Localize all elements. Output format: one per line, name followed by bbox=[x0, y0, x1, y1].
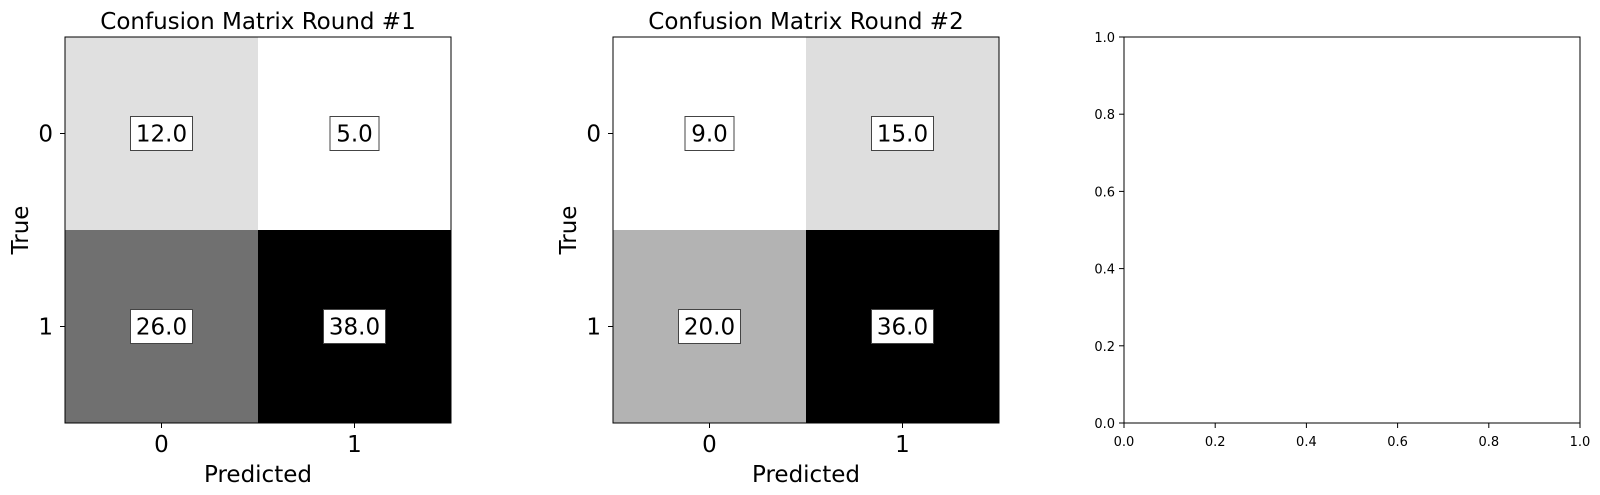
svg-text:26.0: 26.0 bbox=[136, 315, 187, 341]
svg-text:15.0: 15.0 bbox=[877, 122, 928, 148]
cell-value-label: 12.0 bbox=[130, 116, 193, 151]
svg-text:20.0: 20.0 bbox=[684, 315, 735, 341]
x-tick-label: 1 bbox=[347, 432, 362, 458]
x-tick-label: 0.2 bbox=[1205, 435, 1226, 450]
cell-value-label: 9.0 bbox=[684, 116, 735, 151]
x-tick-label: 0 bbox=[154, 432, 169, 458]
svg-text:38.0: 38.0 bbox=[329, 315, 380, 341]
y-tick-label: 0.6 bbox=[1094, 185, 1115, 200]
x-axis-label: Predicted bbox=[204, 462, 312, 488]
x-tick-label: 1 bbox=[895, 432, 910, 458]
x-tick-label: 0 bbox=[702, 432, 717, 458]
cell-value-label: 15.0 bbox=[871, 116, 934, 151]
chart-title: Confusion Matrix Round #2 bbox=[648, 9, 963, 35]
y-axis-label: True bbox=[8, 206, 34, 256]
y-axis-label: True bbox=[556, 206, 582, 256]
x-tick-label: 0.8 bbox=[1478, 435, 1499, 450]
cell-value-label: 38.0 bbox=[323, 309, 386, 344]
y-tick-label: 0.0 bbox=[1094, 417, 1115, 432]
y-tick-label: 1 bbox=[586, 315, 601, 341]
y-tick-label: 0.8 bbox=[1094, 108, 1115, 123]
x-tick-label: 0.0 bbox=[1114, 435, 1135, 450]
svg-text:36.0: 36.0 bbox=[877, 315, 928, 341]
confusion-matrix-round-2: 9.0 15.0 20.0 36.0 0 1 0 1 Confusion Matrix Ro… bbox=[556, 9, 1000, 488]
chart-title: Confusion Matrix Round #1 bbox=[100, 9, 415, 35]
y-tick-label: 1.0 bbox=[1094, 31, 1115, 46]
y-tick-label: 0.2 bbox=[1094, 340, 1115, 355]
cell-value-label: 5.0 bbox=[329, 116, 380, 151]
x-tick-label: 1.0 bbox=[1570, 435, 1591, 450]
x-axis-label: Predicted bbox=[752, 462, 860, 488]
y-tick-label: 0.4 bbox=[1094, 263, 1115, 278]
svg-text:5.0: 5.0 bbox=[336, 122, 373, 148]
svg-text:12.0: 12.0 bbox=[136, 122, 187, 148]
cell-value-label: 36.0 bbox=[871, 309, 934, 344]
svg-text:9.0: 9.0 bbox=[691, 122, 728, 148]
y-tick-label: 0 bbox=[38, 122, 53, 148]
x-tick-label: 0.4 bbox=[1296, 435, 1317, 450]
cell-value-label: 26.0 bbox=[130, 309, 193, 344]
empty-axes: 0.0 0.2 0.4 0.6 0.8 1.0 0.0 0.2 0.4 0.6 0.8 1.0 bbox=[1094, 31, 1590, 450]
y-tick-label: 0 bbox=[586, 122, 601, 148]
x-tick-label: 0.6 bbox=[1387, 435, 1408, 450]
confusion-matrix-round-1: 12.0 5.0 26.0 38.0 0 1 0 1 Confusion Matrix Ro… bbox=[8, 9, 452, 488]
cell-value-label: 20.0 bbox=[678, 309, 741, 344]
y-tick-label: 1 bbox=[38, 315, 53, 341]
